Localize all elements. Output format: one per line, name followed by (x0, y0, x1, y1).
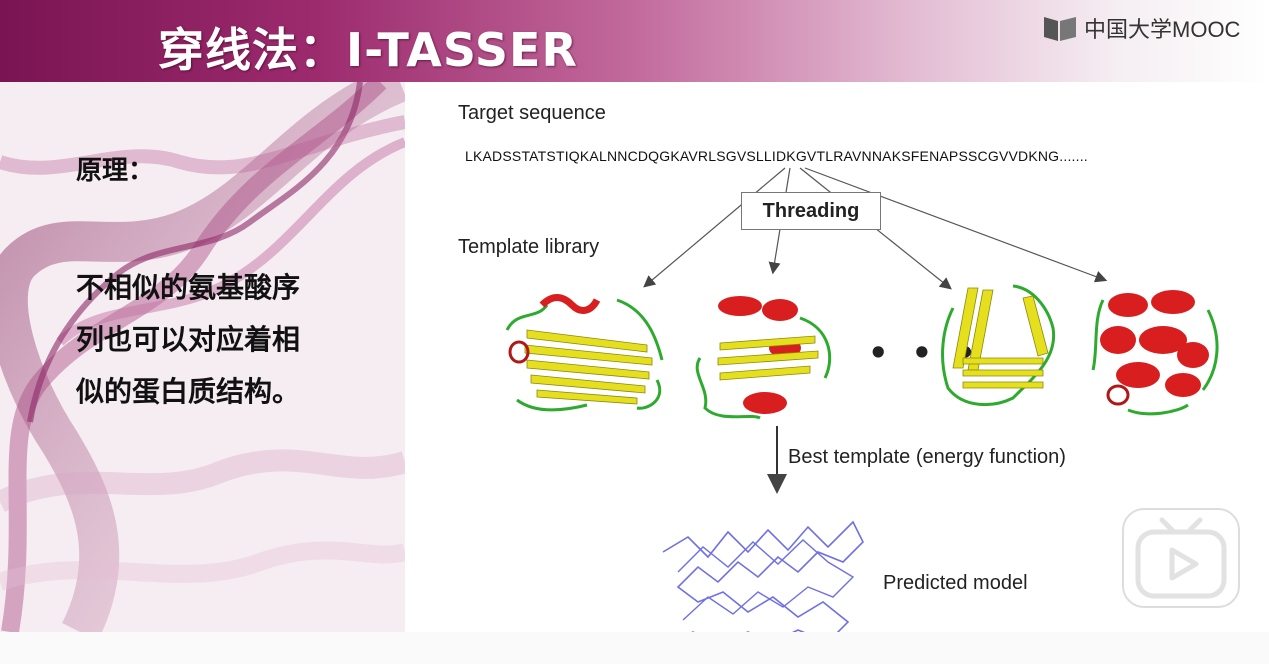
mooc-logo-icon (1044, 17, 1076, 41)
principle-line: 列也可以对应着相 (76, 323, 301, 356)
template-structure (695, 296, 832, 420)
principle-line: 不相似的氨基酸序 (76, 271, 301, 304)
principle-text: 不相似的氨基酸序 列也可以对应着相 似的蛋白质结构。 (76, 262, 376, 418)
principle-heading: 原理： (76, 156, 155, 186)
smoke-decoration (0, 82, 405, 632)
bottom-strip (0, 632, 1269, 664)
arrows (643, 167, 1108, 494)
title-bar: 穿线法：I-TASSER (0, 0, 1269, 82)
play-button[interactable] (1122, 508, 1240, 608)
template-structure (941, 284, 1056, 407)
template-structure (1091, 290, 1219, 416)
slide-title: 穿线法：I-TASSER (158, 23, 578, 77)
threading-box: Threading (741, 192, 881, 230)
left-panel (0, 82, 405, 632)
template-structure (505, 294, 664, 412)
template-library-label: Template library (458, 236, 600, 258)
play-icon (1135, 517, 1227, 599)
brand: 中国大学MOOC (1042, 12, 1240, 44)
target-sequence: LKADSSTATSTIQKALNNCDQGKAVRLSGVSLLIDKGVTL… (465, 148, 1088, 164)
predicted-model-structure (662, 520, 864, 645)
brand-name: 中国大学MOOC (1084, 17, 1241, 42)
principle-line: 似的蛋白质结构。 (76, 375, 301, 408)
target-sequence-label: Target sequence (458, 102, 606, 124)
best-template-label: Best template (energy function) (788, 446, 1066, 468)
predicted-model-label: Predicted model (883, 572, 1028, 594)
